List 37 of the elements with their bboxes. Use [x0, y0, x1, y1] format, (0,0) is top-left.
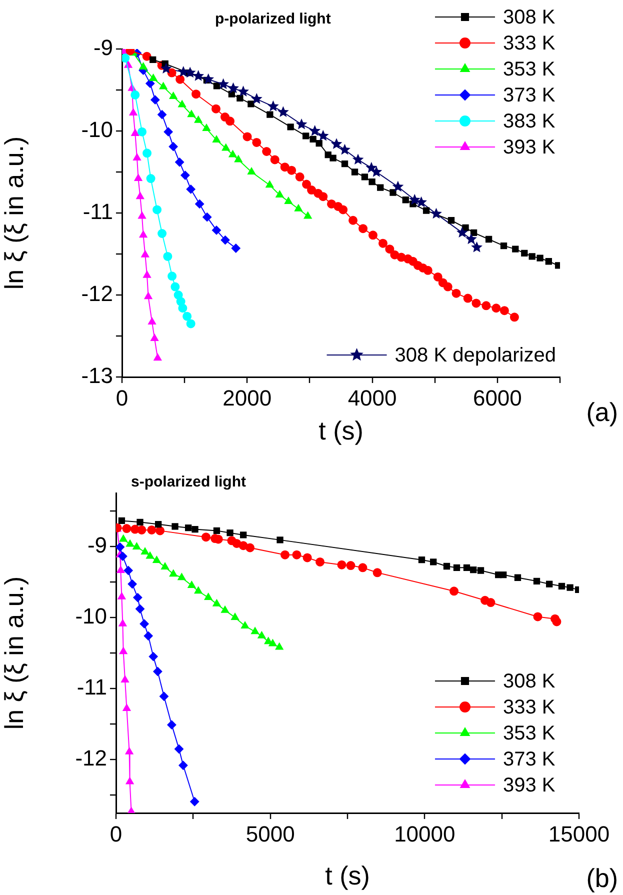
x-tick-label: 0 [116, 385, 128, 410]
legend-label: 353 K [503, 58, 556, 81]
y-tick-label: -11 [76, 674, 107, 700]
x-tick-label: 2000 [222, 385, 272, 410]
y-axis-title: ln ξ (ξ in a.u.) [0, 136, 29, 290]
y-tick-label: -10 [81, 117, 113, 142]
legend-label: 353 K [503, 722, 556, 745]
chart-title: s-polarized light [131, 474, 246, 491]
y-tick-label: -10 [75, 604, 107, 629]
x-axis-title: t (s) [318, 416, 364, 446]
y-tick-label: -9 [87, 532, 107, 558]
x-tick-label: 4000 [348, 385, 397, 410]
text: (a) [586, 397, 618, 428]
y-axis-title: ln ξ (ξ in a.u.) [0, 576, 29, 730]
legend-label: 393 K [503, 136, 556, 159]
legend-label: 333 K [503, 696, 556, 719]
text: (b) [586, 863, 618, 894]
legend-label: 308 K [503, 6, 556, 29]
y-tick-label: -12 [81, 281, 113, 306]
y-tick-label: -12 [75, 746, 107, 771]
x-tick-label: 10000 [394, 821, 456, 846]
chart-title: p-polarized light [215, 10, 331, 28]
legend-label: 373 K [503, 84, 556, 107]
legend-label: 373 K [503, 748, 556, 771]
legend-label: 333 K [503, 32, 556, 55]
x-tick-label: 5000 [246, 821, 295, 846]
y-tick-label: -9 [93, 35, 113, 60]
x-axis-title: t (s) [325, 860, 370, 891]
legend-label: 308 K depolarized [394, 344, 556, 367]
x-tick-label: 15000 [548, 821, 610, 846]
x-tick-label: 0 [110, 821, 122, 846]
legend-label: 308 K [503, 670, 556, 693]
legend-label: 393 K [503, 774, 556, 797]
y-tick-label: -11 [82, 199, 113, 224]
y-tick-label: -13 [81, 363, 113, 388]
legend-label: 383 K [503, 110, 556, 133]
x-tick-label: 6000 [472, 385, 522, 410]
